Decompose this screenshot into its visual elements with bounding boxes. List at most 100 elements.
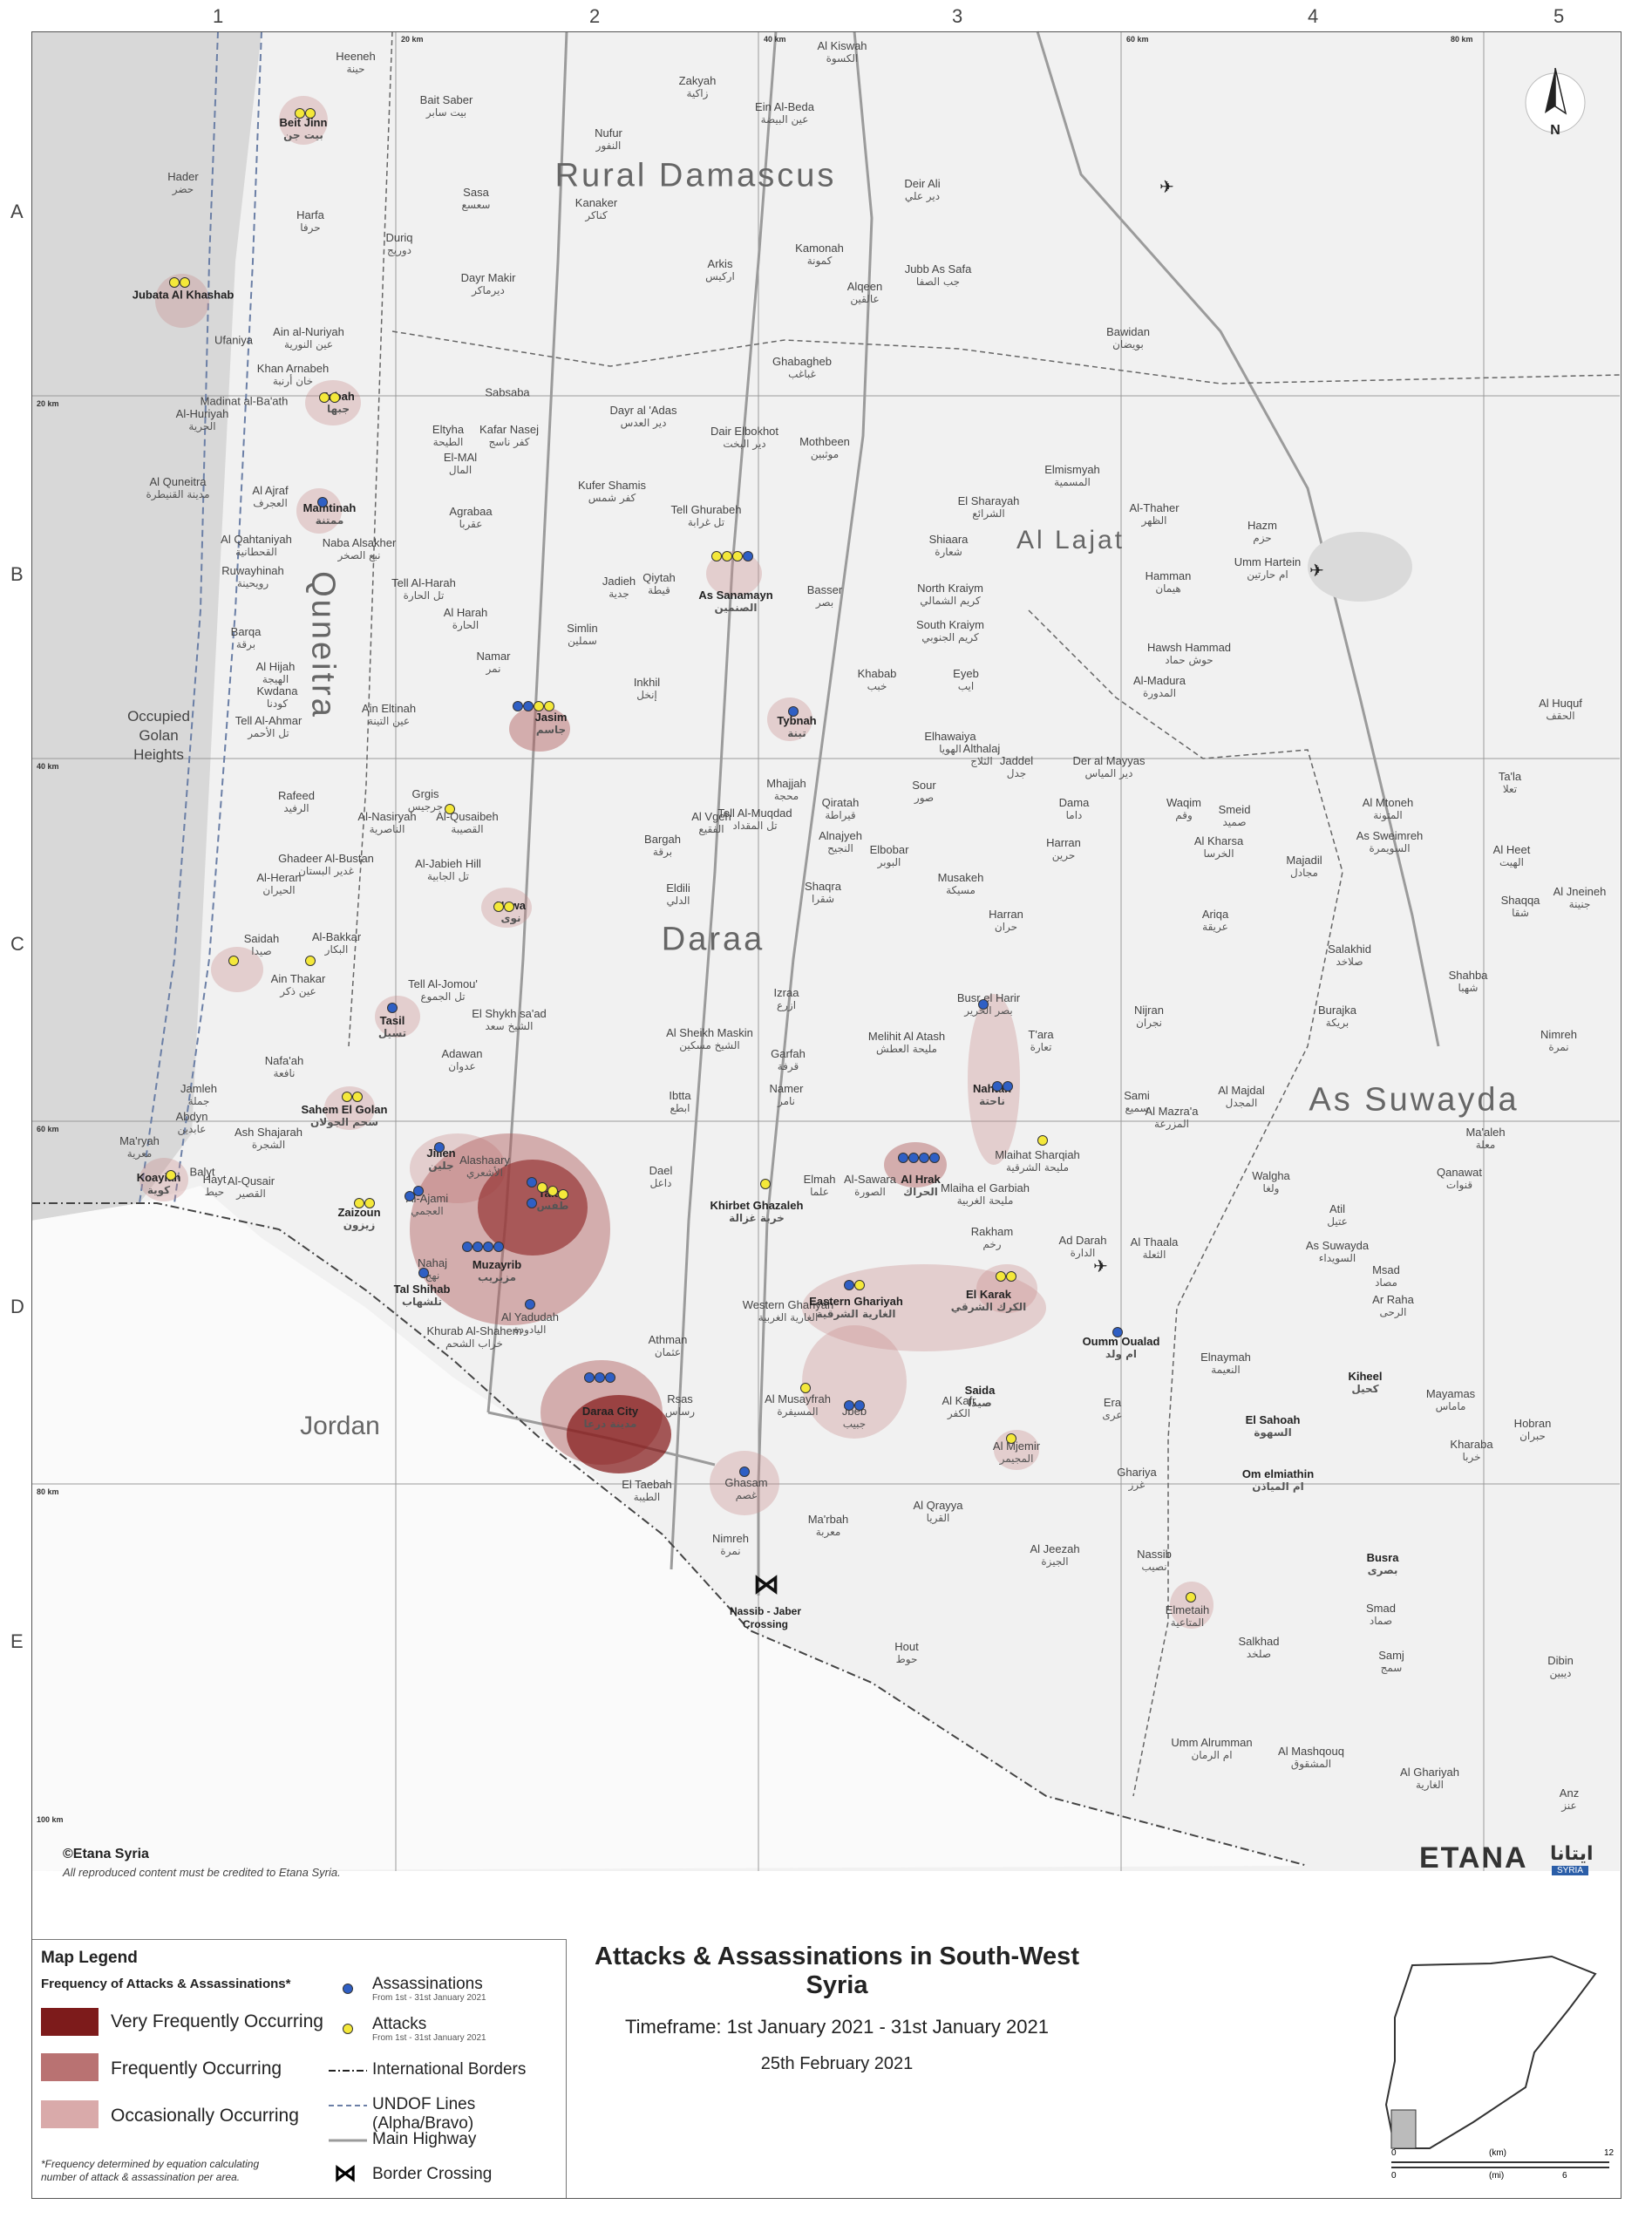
place-label: Walgha ولغا: [1252, 1169, 1290, 1195]
place-name-arabic: الكرك الشرقي: [950, 1301, 1027, 1313]
place-name-arabic: جاسم: [535, 724, 567, 736]
place-name-arabic: اليادودة: [513, 1324, 547, 1336]
place-label: Smeid صميد: [1219, 803, 1251, 829]
place-name-arabic: ابطع: [670, 1102, 690, 1114]
place-name: Umm Alrumman: [1171, 1736, 1253, 1749]
place-name-arabic: ديرماكر: [472, 284, 505, 296]
place-name: Nassib: [1137, 1548, 1172, 1561]
place-name-arabic: كودنا: [266, 698, 289, 710]
place-name-arabic: قيراطة: [825, 809, 856, 821]
place-name-arabic: جنينة: [1568, 898, 1591, 910]
place-label: Dama داما: [1059, 796, 1090, 822]
place-name: Kanaker: [574, 196, 618, 209]
place-label: Ain Thakar عين ذكر: [271, 972, 326, 998]
place-name-arabic: السويمرة: [1369, 842, 1411, 854]
place-name-arabic: حرين: [1051, 849, 1076, 861]
place-label: Al Harah الحارة: [444, 606, 488, 632]
place-label: Al Mazra'a المزرعة: [1145, 1105, 1198, 1131]
place-name-arabic: صميد: [1222, 816, 1247, 828]
place-label: As Suwayda السويداء: [1306, 1239, 1369, 1265]
place-name: Zaizoun: [337, 1206, 381, 1219]
place-name: As Sweimreh: [1356, 829, 1424, 842]
place-name: Alashaary: [459, 1153, 510, 1167]
place-name: Eastern Ghariyah: [809, 1295, 903, 1308]
place-label: Era عرى: [1102, 1396, 1122, 1422]
place-label: Tell Ghurabeh تل غرابة: [671, 503, 742, 529]
scale-km12: 12: [1604, 2148, 1615, 2158]
place-name-arabic: عين البيضة: [760, 113, 809, 126]
place-label: Sami سميع: [1124, 1089, 1150, 1115]
place-name-arabic: الفقيع: [698, 823, 724, 835]
place-label: Qanawat قنوات: [1437, 1166, 1482, 1192]
place-name-arabic: مدينة درعا: [583, 1418, 637, 1430]
place-name: Eldili: [666, 881, 690, 895]
place-name-arabic: الطيبة: [633, 1491, 661, 1503]
place-label: Elmah علما: [804, 1173, 836, 1199]
place-name: Al Sheikh Maskin: [666, 1026, 753, 1039]
place-name: Adawan: [441, 1047, 483, 1060]
place-label: Nassib نصيب: [1137, 1548, 1172, 1574]
attack-marker: [996, 1271, 1006, 1282]
place-name-arabic: سحم الجولان: [309, 1116, 379, 1128]
place-name-arabic: عدوان: [448, 1060, 476, 1072]
place-name-arabic: الحقف: [1546, 710, 1575, 722]
km-label: 60 km: [37, 1125, 59, 1133]
place-name-arabic: المال: [448, 464, 472, 476]
place-label: Al Huquf الحقف: [1539, 697, 1582, 723]
assassination-marker: [854, 1400, 865, 1411]
place-label: Jasim جاسم: [535, 711, 568, 737]
place-name: Ghabagheb: [772, 355, 832, 368]
place-label: Simlin سملين: [567, 622, 597, 648]
place-name-arabic: السهوة: [1254, 1426, 1292, 1439]
place-name-arabic: معرية: [126, 1147, 153, 1160]
place-name: Dayr Makir: [460, 271, 516, 284]
place-name: Al Mtoneh: [1362, 796, 1414, 809]
place-name: Busra: [1366, 1551, 1399, 1564]
place-name: Majadil: [1286, 854, 1322, 867]
place-label: Salakhid صلاخد: [1328, 942, 1371, 969]
place-label: Mamtinah ممتنة: [303, 501, 357, 527]
place-label: Al Majdal المجدل: [1218, 1084, 1264, 1110]
grid-row-E: E: [10, 1630, 24, 1652]
place-label: Atil عتيل: [1327, 1202, 1348, 1228]
place-name-arabic: جب الصفا: [915, 276, 961, 288]
place-name-arabic: زيزون: [343, 1219, 376, 1231]
place-name-arabic: ولغا: [1262, 1182, 1280, 1194]
place-label: El Karak الكرك الشرقي: [951, 1288, 1027, 1314]
place-name: Kharaba: [1450, 1438, 1493, 1451]
place-name-arabic: بيت سابر: [425, 106, 467, 119]
place-label: Elhawaiya الهويا: [924, 730, 976, 756]
place-name-arabic: برقة: [652, 846, 673, 858]
place-name-arabic: عين التينة: [367, 715, 411, 727]
attack-marker: [180, 277, 190, 288]
assassination-marker: [523, 701, 534, 711]
place-name-arabic: مليحة الشرقية: [1005, 1161, 1070, 1174]
place-name-arabic: قيطة: [648, 584, 670, 596]
assassination-marker: [978, 999, 989, 1010]
place-label: Namar نمر: [476, 650, 510, 676]
place-label: Al Qrayya القريا: [913, 1499, 962, 1525]
place-name: Arkis: [707, 257, 733, 270]
place-name-arabic: المتونة: [1373, 809, 1403, 821]
place-name: Heeneh: [336, 50, 376, 63]
border-crossing-icon: ⋈: [753, 1570, 779, 1599]
grid-col-4: 4: [1308, 5, 1319, 27]
place-name-arabic: خربا: [1462, 1451, 1481, 1463]
attack-marker: [1006, 1271, 1016, 1282]
place-name-arabic: كفر ناسج: [488, 436, 530, 448]
place-name: Smad: [1366, 1602, 1396, 1615]
place-name-arabic: تل الجموع: [420, 990, 466, 1003]
place-label: Ibtta ابطع: [669, 1089, 690, 1115]
place-label: Kwdana كودنا: [257, 684, 298, 711]
place-name: Al-Huriyah: [175, 407, 229, 420]
place-name-arabic: العجرف: [253, 497, 288, 509]
place-name-arabic: تل الأحمر: [248, 727, 289, 739]
jordan-area: [31, 1186, 1308, 1871]
place-label: Melihit Al Atash مليحة العطش: [868, 1030, 945, 1056]
place-name: Al-Madura: [1133, 674, 1186, 687]
place-name: Balyt: [189, 1165, 215, 1179]
assassination-marker: [1003, 1081, 1013, 1092]
place-name-arabic: عالقين: [850, 293, 880, 305]
place-name: Al Hijah: [255, 660, 296, 673]
place-name-arabic: وقم: [1175, 809, 1193, 821]
